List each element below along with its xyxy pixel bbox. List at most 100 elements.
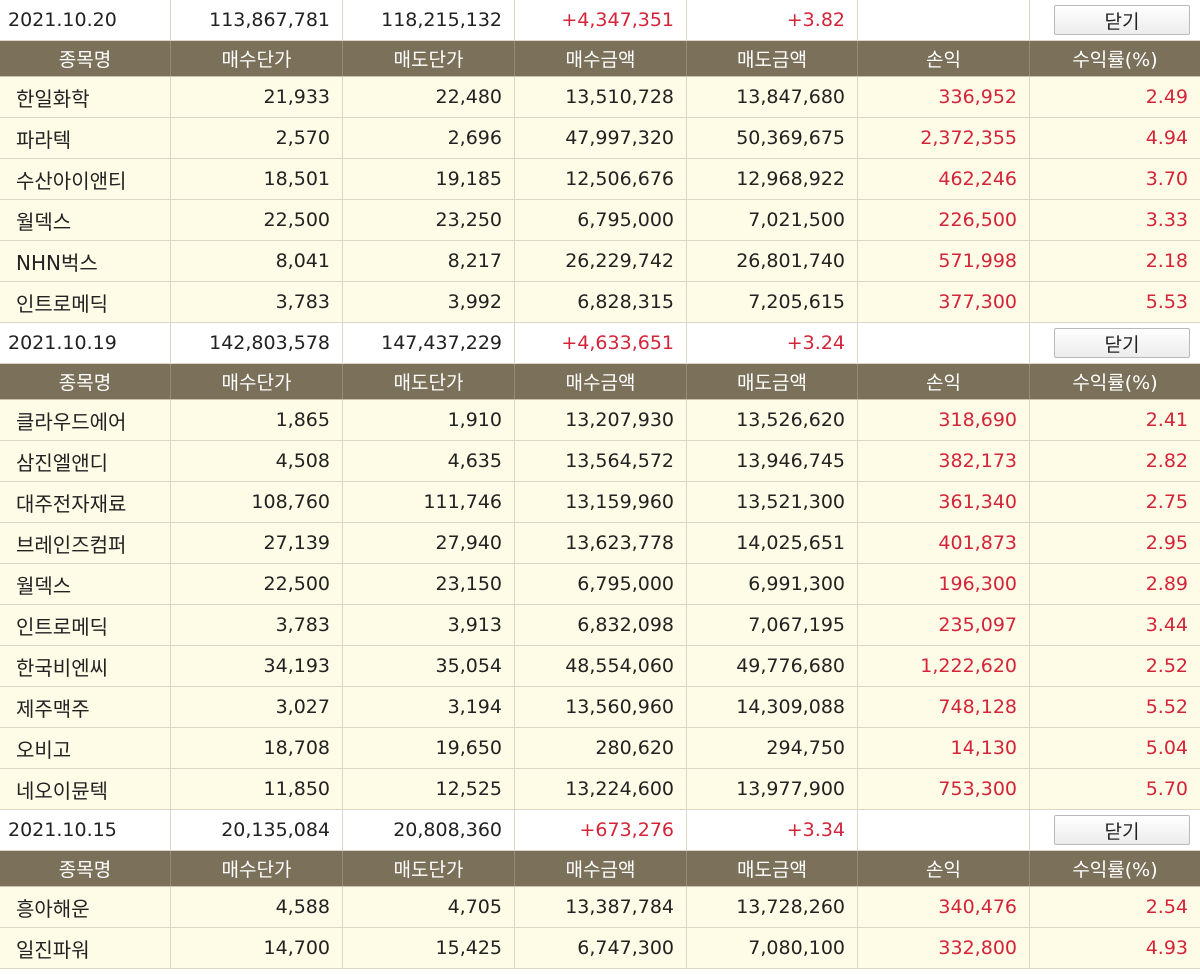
cell-buy-price: 27,139 — [171, 523, 343, 563]
cell-sell-price: 4,635 — [343, 441, 515, 481]
stock-row[interactable]: 대주전자재료 108,760 111,746 13,159,960 13,521,300… — [0, 482, 1200, 523]
column-header-return-rate: 수익률(%) — [1072, 49, 1158, 71]
cell-profit: 361,340 — [858, 482, 1030, 522]
column-header-return-rate: 수익률(%) — [1072, 372, 1158, 394]
summary-profit: +4,347,351 — [515, 0, 687, 40]
stock-row[interactable]: 제주맥주 3,027 3,194 13,560,960 14,309,088 748,12… — [0, 687, 1200, 728]
trade-day-group: 2021.10.20 113,867,781 118,215,132 +4,347,3… — [0, 0, 1200, 323]
cell-stock-name: 수산아이앤티 — [0, 159, 171, 199]
cell-return-rate: 2.82 — [1145, 450, 1188, 472]
cell-profit: 318,690 — [858, 400, 1030, 440]
cell-buy-price: 3,783 — [171, 282, 343, 322]
cell-buy-amount: 26,229,742 — [515, 241, 687, 281]
cell-sell-price: 1,910 — [343, 400, 515, 440]
cell-stock-name: 클라우드에어 — [0, 400, 171, 440]
stock-row[interactable]: 일진파워 14,700 15,425 6,747,300 7,080,100 332,80… — [0, 928, 1200, 969]
cell-sell-amount: 14,309,088 — [687, 687, 858, 727]
cell-profit: 382,173 — [858, 441, 1030, 481]
cell-sell-price: 19,650 — [343, 728, 515, 768]
stock-row[interactable]: 오비고 18,708 19,650 280,620 294,750 14,130 5.04 — [0, 728, 1200, 769]
summary-rate: +3.24 — [687, 323, 858, 363]
cell-buy-price: 11,850 — [171, 769, 343, 809]
column-header-sell-price: 매도단가 — [343, 851, 515, 886]
stock-row[interactable]: 인트로메딕 3,783 3,992 6,828,315 7,205,615 377,300… — [0, 282, 1200, 323]
close-button[interactable]: 닫기 — [1054, 815, 1190, 845]
column-header-stock-name: 종목명 — [0, 851, 171, 886]
close-button-cell: 닫기 — [1030, 323, 1200, 363]
stock-row[interactable]: 한일화학 21,933 22,480 13,510,728 13,847,680 336,… — [0, 77, 1200, 118]
stock-row[interactable]: 월덱스 22,500 23,150 6,795,000 6,991,300 196,300… — [0, 564, 1200, 605]
cell-buy-price: 2,570 — [171, 118, 343, 158]
column-header-buy-amount: 매수금액 — [515, 364, 687, 399]
close-button-cell: 닫기 — [1030, 0, 1200, 40]
cell-profit: 235,097 — [858, 605, 1030, 645]
cell-return-rate: 5.52 — [1145, 696, 1188, 718]
cell-buy-price: 14,700 — [171, 928, 343, 968]
stock-row[interactable]: NHN벅스 8,041 8,217 26,229,742 26,801,740 571,9… — [0, 241, 1200, 282]
cell-sell-amount: 50,369,675 — [687, 118, 858, 158]
cell-return-rate: 2.95 — [1145, 532, 1188, 554]
stock-row[interactable]: 인트로메딕 3,783 3,913 6,832,098 7,067,195 235,097… — [0, 605, 1200, 646]
stock-row[interactable]: 클라우드에어 1,865 1,910 13,207,930 13,526,620 318,… — [0, 400, 1200, 441]
stock-row[interactable]: 파라텍 2,570 2,696 47,997,320 50,369,675 2,372,3… — [0, 118, 1200, 159]
cell-profit: 401,873 — [858, 523, 1030, 563]
cell-sell-amount: 14,025,651 — [687, 523, 858, 563]
stock-row[interactable]: 월덱스 22,500 23,250 6,795,000 7,021,500 226,500… — [0, 200, 1200, 241]
cell-buy-price: 4,588 — [171, 887, 343, 927]
column-header-buy-amount: 매수금액 — [515, 851, 687, 886]
cell-profit: 571,998 — [858, 241, 1030, 281]
cell-profit: 196,300 — [858, 564, 1030, 604]
cell-buy-amount: 13,224,600 — [515, 769, 687, 809]
summary-rate: +3.34 — [687, 810, 858, 850]
column-header-sell-amount: 매도금액 — [687, 41, 858, 76]
stock-row[interactable]: 삼진엘앤디 4,508 4,635 13,564,572 13,946,745 382,1… — [0, 441, 1200, 482]
summary-sell-total: 147,437,229 — [343, 323, 515, 363]
cell-profit: 14,130 — [858, 728, 1030, 768]
cell-buy-price: 22,500 — [171, 564, 343, 604]
cell-sell-price: 3,913 — [343, 605, 515, 645]
cell-stock-name: 한일화학 — [0, 77, 171, 117]
cell-return-rate: 4.93 — [1145, 937, 1188, 959]
cell-buy-amount: 6,747,300 — [515, 928, 687, 968]
close-button-cell: 닫기 — [1030, 810, 1200, 850]
summary-empty-cell — [858, 323, 1030, 363]
cell-stock-name: 삼진엘앤디 — [0, 441, 171, 481]
cell-sell-price: 2,696 — [343, 118, 515, 158]
table-header-row: 종목명 매수단가 매도단가 매수금액 매도금액 손익 수익률(%) — [0, 41, 1200, 77]
cell-profit: 332,800 — [858, 928, 1030, 968]
stock-row[interactable]: 흥아해운 4,588 4,705 13,387,784 13,728,260 340,47… — [0, 887, 1200, 928]
summary-buy-total: 142,803,578 — [171, 323, 343, 363]
cell-buy-amount: 6,832,098 — [515, 605, 687, 645]
cell-buy-amount: 6,828,315 — [515, 282, 687, 322]
column-header-buy-price: 매수단가 — [171, 851, 343, 886]
cell-sell-price: 8,217 — [343, 241, 515, 281]
cell-stock-name: 제주맥주 — [0, 687, 171, 727]
day-summary-row: 2021.10.19 142,803,578 147,437,229 +4,633,6… — [0, 323, 1200, 364]
cell-sell-amount: 294,750 — [687, 728, 858, 768]
trade-day-group: 2021.10.15 20,135,084 20,808,360 +673,276 +3… — [0, 810, 1200, 969]
stock-row[interactable]: 브레인즈컴퍼 27,139 27,940 13,623,778 14,025,651 40… — [0, 523, 1200, 564]
cell-return-rate: 3.70 — [1145, 168, 1188, 190]
summary-profit: +673,276 — [515, 810, 687, 850]
stock-row[interactable]: 한국비엔씨 34,193 35,054 48,554,060 49,776,680 1,2… — [0, 646, 1200, 687]
close-button[interactable]: 닫기 — [1054, 5, 1190, 35]
cell-stock-name: 대주전자재료 — [0, 482, 171, 522]
stock-row[interactable]: 수산아이앤티 18,501 19,185 12,506,676 12,968,922 46… — [0, 159, 1200, 200]
cell-profit: 748,128 — [858, 687, 1030, 727]
cell-buy-amount: 13,510,728 — [515, 77, 687, 117]
cell-sell-price: 23,150 — [343, 564, 515, 604]
cell-stock-name: 월덱스 — [0, 200, 171, 240]
column-header-profit: 손익 — [858, 364, 1030, 399]
cell-buy-amount: 13,207,930 — [515, 400, 687, 440]
table-header-row: 종목명 매수단가 매도단가 매수금액 매도금액 손익 수익률(%) — [0, 851, 1200, 887]
stock-row[interactable]: 네오이뮨텍 11,850 12,525 13,224,600 13,977,900 753… — [0, 769, 1200, 810]
cell-buy-amount: 280,620 — [515, 728, 687, 768]
close-button[interactable]: 닫기 — [1054, 328, 1190, 358]
cell-profit: 336,952 — [858, 77, 1030, 117]
cell-sell-amount: 13,728,260 — [687, 887, 858, 927]
cell-stock-name: 파라텍 — [0, 118, 171, 158]
cell-buy-price: 34,193 — [171, 646, 343, 686]
cell-buy-amount: 48,554,060 — [515, 646, 687, 686]
cell-buy-amount: 6,795,000 — [515, 200, 687, 240]
